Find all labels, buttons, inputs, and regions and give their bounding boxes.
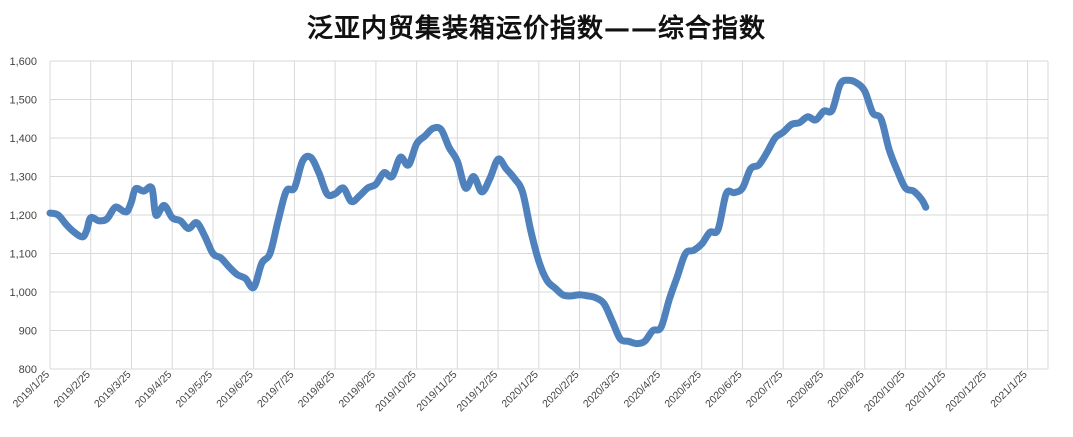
y-tick-label: 1,400	[9, 133, 37, 145]
y-tick-label: 1,200	[9, 210, 37, 222]
x-tick-label: 2019/5/25	[174, 369, 216, 411]
x-tick-label: 2019/7/25	[255, 369, 297, 411]
x-tick-label: 2020/6/25	[703, 369, 745, 411]
x-tick-label: 2020/11/25	[903, 369, 948, 414]
y-tick-label: 1,100	[9, 249, 37, 261]
y-tick-label: 1,300	[9, 172, 37, 184]
x-tick-label: 2019/9/25	[336, 369, 378, 411]
x-tick-label: 2019/3/25	[92, 369, 134, 411]
x-tick-label: 2019/11/25	[414, 369, 459, 414]
x-tick-label: 2019/2/25	[51, 369, 93, 411]
x-tick-label: 2020/9/25	[825, 369, 867, 411]
x-tick-label: 2020/5/25	[662, 369, 704, 411]
y-tick-label: 1,600	[9, 56, 37, 68]
x-tick-label: 2019/12/25	[455, 369, 501, 415]
x-tick-label: 2020/3/25	[581, 369, 623, 411]
y-tick-label: 1,000	[9, 287, 37, 299]
x-tick-label: 2020/8/25	[785, 369, 827, 411]
x-axis-labels: 2019/1/25 2019/2/25 2019/3/25 2019/4/25 2019…	[11, 369, 1030, 415]
series-line	[46, 76, 930, 348]
x-tick-label: 2021/1/25	[988, 369, 1030, 411]
y-tick-label: 800	[19, 364, 37, 376]
x-tick-label: 2020/7/25	[744, 369, 786, 411]
y-tick-label: 900	[19, 326, 37, 338]
x-tick-label: 2019/4/25	[133, 369, 175, 411]
grid-lines	[49, 60, 1049, 370]
x-tick-label: 2020/1/25	[499, 369, 541, 411]
series-group	[46, 76, 930, 348]
x-tick-label: 2020/10/25	[862, 369, 908, 415]
x-tick-label: 2019/10/25	[373, 369, 419, 415]
x-tick-label: 2019/8/25	[296, 369, 338, 411]
x-tick-label: 2020/4/25	[622, 369, 664, 411]
y-axis-labels: 800 900 1,000 1,100 1,200 1,300 1,400 1,500 1,60…	[9, 56, 37, 376]
chart-title: 泛亚内贸集装箱运价指数——综合指数	[306, 14, 766, 44]
x-tick-label: 2020/12/25	[943, 369, 989, 415]
y-tick-label: 1,500	[9, 95, 37, 107]
x-tick-label: 2019/6/25	[214, 369, 256, 411]
x-tick-label: 2020/2/25	[540, 369, 582, 411]
